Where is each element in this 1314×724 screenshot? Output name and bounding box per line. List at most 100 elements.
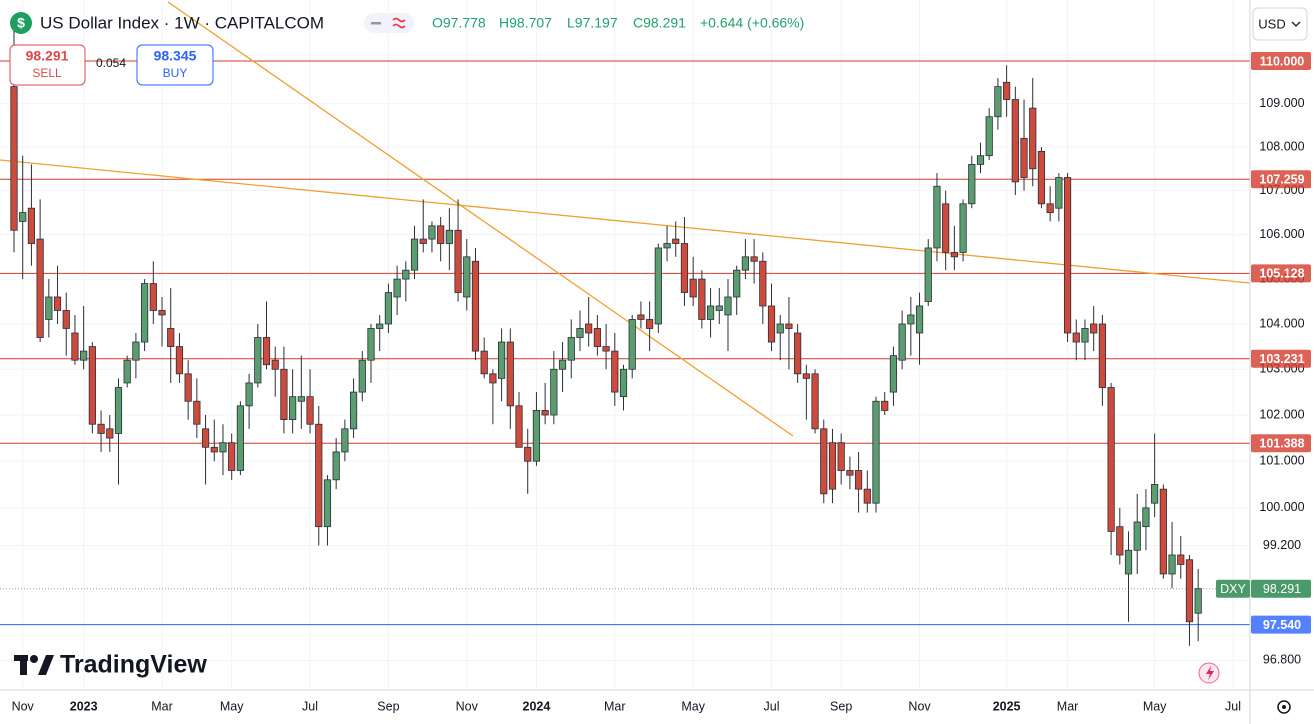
candle-body (349, 391, 358, 430)
candle-body (576, 328, 584, 338)
candle-body (1020, 137, 1028, 178)
candle-body (410, 238, 419, 271)
candle-body (1081, 328, 1089, 343)
candle-body (262, 337, 271, 366)
candle-body (1098, 323, 1106, 388)
candle-body (515, 405, 523, 448)
candle-body (1124, 549, 1133, 575)
candle-body (611, 350, 619, 393)
candle-body (663, 243, 671, 249)
ohlc-value: +0.644 (+0.66%) (700, 15, 804, 31)
candle-body (210, 446, 218, 453)
sell-button[interactable] (9, 44, 86, 86)
settings-icon[interactable] (1277, 700, 1291, 714)
logo-part (20, 655, 27, 675)
candle-body (219, 442, 227, 453)
candle-body (698, 278, 706, 320)
level-label-box (1251, 434, 1311, 453)
x-tick-label: Mar (604, 699, 626, 713)
candle-body (863, 488, 871, 504)
x-tick-label: Jul (1225, 699, 1241, 713)
y-tick-label: 108.000 (1259, 139, 1304, 153)
candle-body (141, 283, 149, 343)
candle-body (1107, 387, 1115, 532)
candle-body (1168, 554, 1176, 575)
candle-body (106, 428, 114, 439)
buy-label: BUY (163, 66, 188, 80)
x-tick-label: Sep (377, 699, 399, 713)
buy-price: 98.345 (154, 48, 197, 64)
candle-body (689, 278, 697, 298)
candle-body (271, 359, 279, 370)
currency-button[interactable] (1252, 7, 1308, 41)
candle-body (872, 400, 880, 504)
y-tick-label: 99.200 (1263, 538, 1301, 552)
currency: USD (1258, 16, 1285, 31)
candle-body (706, 305, 715, 320)
candle-body (280, 368, 288, 421)
level-label-box (1251, 51, 1311, 70)
x-tick-label: May (681, 699, 705, 713)
level-label: 110.000 (1260, 54, 1305, 68)
ohlc-values: O97.778 H98.707 L97.197 C98.291 +0.644 (+0.6… (432, 15, 804, 31)
level-label: 107.259 (1259, 173, 1304, 187)
trend-line (167, 1, 794, 437)
y-tick-label: 104.000 (1259, 316, 1304, 330)
candle-body (228, 442, 236, 471)
candle-body (1116, 526, 1124, 556)
price-labels: 110.000 107.259 105.128 103.231 101.388 97.54… (1216, 51, 1311, 634)
level-label: 101.388 (1259, 437, 1304, 451)
x-tick-label: Nov (456, 699, 479, 713)
header: $ US Dollar Index · 1W · CAPITALCOM O97.… (10, 12, 804, 34)
candle-body (1037, 150, 1046, 205)
candles (10, 22, 1202, 646)
candle-body (602, 346, 610, 352)
candle-body (193, 400, 201, 425)
ohlc-value: O97.778 (432, 15, 486, 31)
x-tick-label: 2024 (523, 699, 551, 713)
pill-icon (371, 22, 381, 25)
candle-body (942, 203, 950, 253)
candle-body (454, 229, 462, 293)
candle-body (402, 269, 410, 280)
candle-body (97, 423, 105, 434)
candle-body (1055, 177, 1063, 209)
x-tick-label: Mar (1057, 699, 1079, 713)
candle-body (889, 355, 898, 393)
candle-body (123, 359, 131, 384)
candle-body (532, 410, 541, 462)
candle-body (71, 332, 79, 361)
candle-body (376, 323, 384, 329)
candle-body (915, 305, 924, 334)
logo-part (38, 655, 54, 675)
candle-body (367, 328, 375, 361)
candle-body (820, 428, 828, 495)
symbol-icon (10, 12, 32, 34)
x-tick-label: Mar (151, 699, 173, 713)
candle-body (428, 225, 436, 240)
alert-glyph (1206, 666, 1214, 680)
level-label-box (1251, 264, 1311, 283)
candle-body (680, 243, 689, 293)
symbol-icon-glyph: $ (17, 15, 25, 31)
candle-body (593, 328, 601, 347)
chart-title: US Dollar Index · 1W · CAPITALCOM (40, 13, 324, 32)
candle-body (646, 319, 654, 329)
buy-button[interactable] (136, 44, 214, 86)
candle-body (811, 373, 819, 430)
candle-body (558, 359, 567, 370)
candle-body (506, 341, 514, 407)
candle-body (62, 310, 70, 329)
candle-body (1090, 323, 1098, 334)
last-price-label: 98.291 (1263, 582, 1301, 596)
candle-body (672, 238, 680, 244)
level-label-box (1251, 615, 1311, 634)
watermark: TradingView (14, 651, 207, 679)
level-label-box (1251, 349, 1311, 368)
x-tick-label: Sep (830, 699, 852, 713)
candle-body (950, 251, 958, 258)
candle-body (1072, 332, 1080, 343)
candle-body (201, 428, 210, 448)
